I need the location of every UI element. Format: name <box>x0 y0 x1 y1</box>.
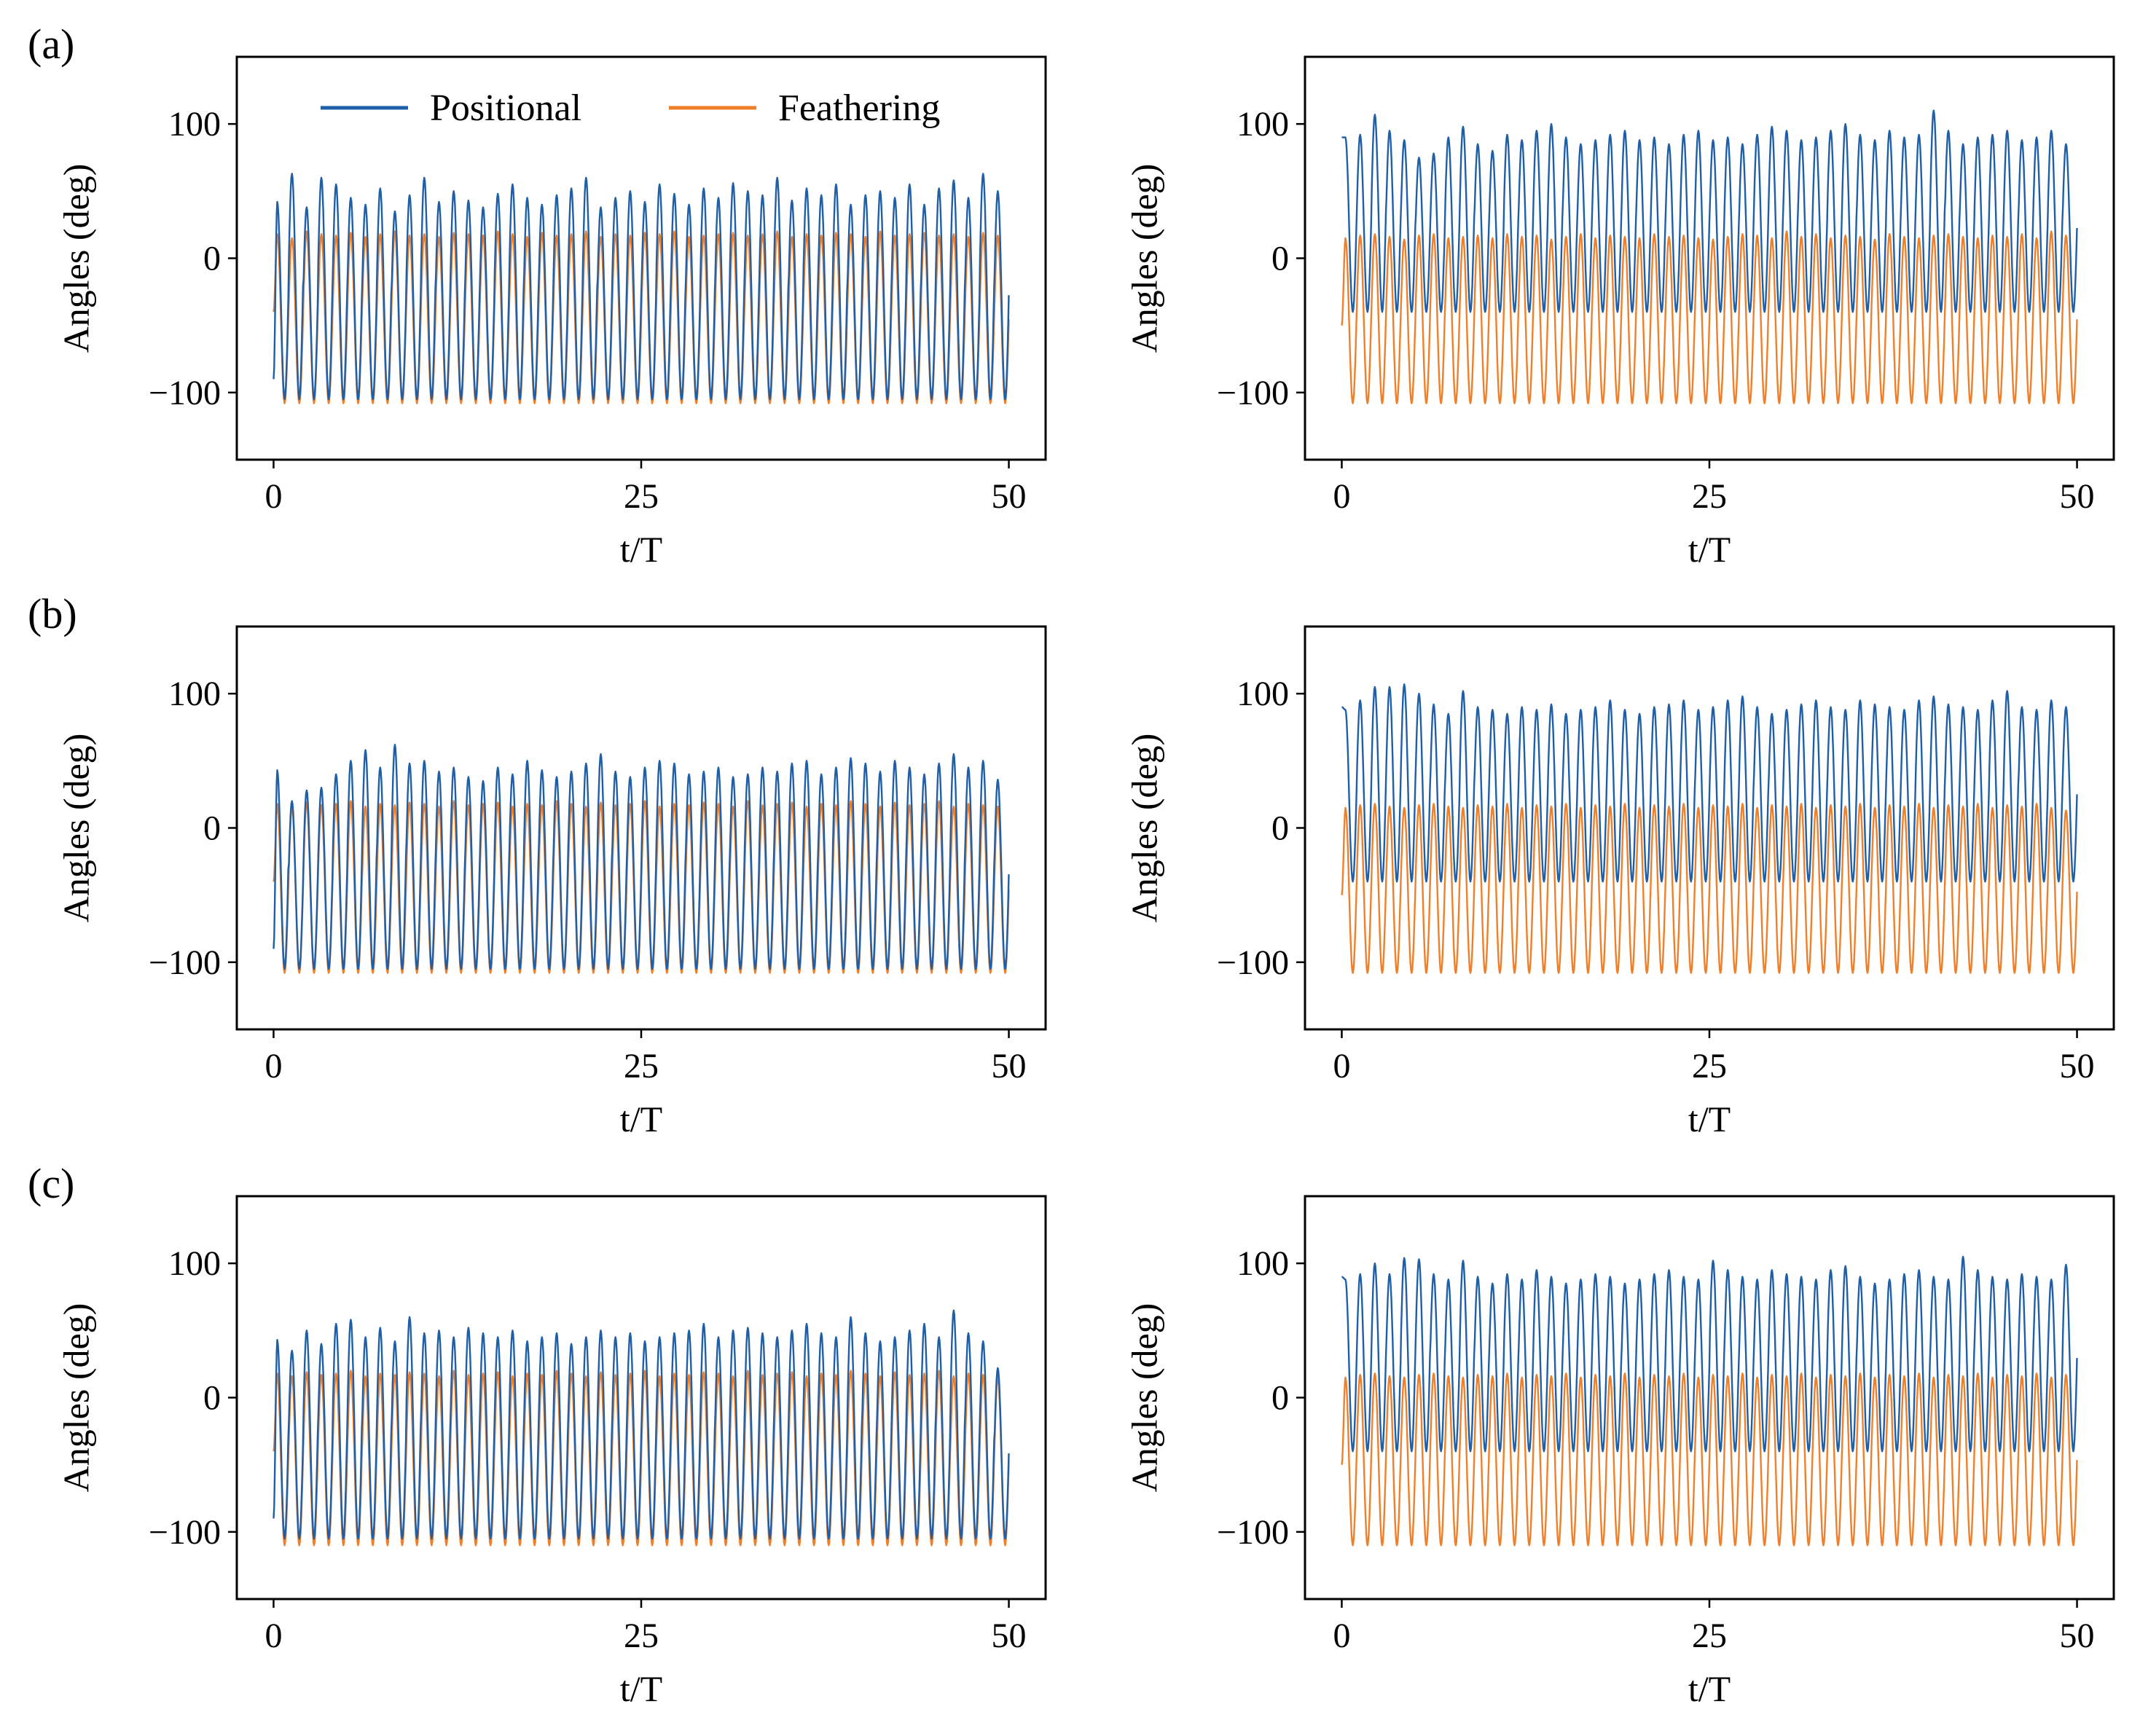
series-line-positional <box>273 173 1010 401</box>
y-tick-label: 0 <box>1271 1379 1289 1418</box>
series-line-feathering <box>1341 803 2078 974</box>
x-tick-label: 50 <box>2060 477 2095 516</box>
subplot-c-right: 0 25 50 −100 0 100 t/T Angles (deg) <box>1124 1195 2115 1709</box>
x-tick-label: 25 <box>624 1047 659 1085</box>
x-tick-label: 0 <box>1333 1047 1350 1085</box>
subplot-b-right: 0 25 50 −100 0 100 t/T Angles (deg) <box>1124 625 2115 1139</box>
subplot-grid: 0 25 50 −100 0 100 t/T Angles (deg) Positional Fe… <box>55 55 2115 1709</box>
axes-frame <box>1304 1195 2115 1601</box>
x-axis-label: t/T <box>1688 1099 1731 1139</box>
x-axis-label: t/T <box>620 1099 662 1139</box>
y-tick-label: 100 <box>168 675 221 713</box>
y-tick-label: 0 <box>203 1379 221 1418</box>
x-tick-label: 25 <box>1692 477 1727 516</box>
panel-label-b: (b) <box>28 590 77 637</box>
x-tick-label: 0 <box>1333 1617 1350 1655</box>
x-axis-label: t/T <box>620 529 662 570</box>
series-line-positional <box>273 1309 1010 1540</box>
series-line-positional <box>1341 683 2078 883</box>
y-tick-label: −100 <box>149 374 221 412</box>
y-tick-label: 100 <box>1237 1244 1289 1283</box>
subplot-b-left: 0 25 50 −100 0 100 t/T Angles (deg) <box>55 625 1047 1139</box>
series-line-positional <box>273 744 1010 970</box>
x-tick-label: 25 <box>624 477 659 516</box>
subplot-a-left: 0 25 50 −100 0 100 t/T Angles (deg) Positional Fe… <box>55 55 1047 570</box>
x-tick-label: 0 <box>1333 477 1350 516</box>
x-axis-label: t/T <box>1688 1668 1731 1709</box>
legend: Positional Feathering <box>321 87 940 129</box>
panel-label-c: (c) <box>28 1160 74 1207</box>
x-tick-label: 50 <box>992 477 1027 516</box>
y-tick-label: 100 <box>168 105 221 144</box>
y-tick-label: 0 <box>203 809 221 848</box>
y-tick-label: 0 <box>1271 809 1289 848</box>
panel-label-a: (a) <box>28 20 74 68</box>
x-axis-label: t/T <box>1688 529 1731 570</box>
y-tick-label: 0 <box>1271 240 1289 278</box>
subplot-a-right: 0 25 50 −100 0 100 t/T Angles (deg) <box>1124 55 2115 570</box>
y-tick-label: 100 <box>168 1244 221 1283</box>
x-tick-label: 50 <box>992 1047 1027 1085</box>
x-tick-label: 50 <box>992 1617 1027 1655</box>
legend-label: Feathering <box>778 87 940 129</box>
x-axis-label: t/T <box>620 1668 662 1709</box>
y-axis-label: Angles (deg) <box>1124 164 1164 353</box>
y-tick-label: −100 <box>149 943 221 982</box>
x-tick-label: 0 <box>264 477 282 516</box>
y-tick-label: 100 <box>1237 675 1289 713</box>
y-tick-label: 0 <box>203 240 221 278</box>
legend-label: Positional <box>430 87 581 129</box>
x-tick-label: 25 <box>624 1617 659 1655</box>
y-tick-label: −100 <box>149 1513 221 1552</box>
x-tick-label: 25 <box>1692 1617 1727 1655</box>
y-axis-label: Angles (deg) <box>1124 1303 1164 1493</box>
x-tick-label: 50 <box>2060 1047 2095 1085</box>
subplot-c-left: 0 25 50 −100 0 100 t/T Angles (deg) <box>55 1195 1047 1709</box>
y-axis-label: Angles (deg) <box>55 164 96 353</box>
y-tick-label: −100 <box>1217 1513 1289 1552</box>
x-tick-label: 25 <box>1692 1047 1727 1085</box>
x-tick-label: 0 <box>264 1617 282 1655</box>
x-tick-label: 0 <box>264 1047 282 1085</box>
series-line-positional <box>1341 109 2078 313</box>
series-line-positional <box>1341 1255 2078 1453</box>
series-line-feathering <box>1341 1372 2078 1547</box>
y-tick-label: −100 <box>1217 943 1289 982</box>
x-tick-label: 50 <box>2060 1617 2095 1655</box>
y-axis-label: Angles (deg) <box>1124 734 1164 923</box>
y-axis-label: Angles (deg) <box>55 734 96 923</box>
y-tick-label: −100 <box>1217 374 1289 412</box>
series-line-feathering <box>1341 230 2078 404</box>
y-tick-label: 100 <box>1237 105 1289 144</box>
y-axis-label: Angles (deg) <box>55 1303 96 1493</box>
